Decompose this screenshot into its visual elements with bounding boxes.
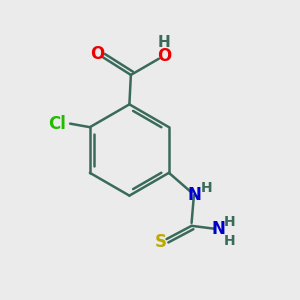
Text: N: N <box>187 186 201 204</box>
Text: N: N <box>211 220 225 238</box>
Text: H: H <box>224 215 236 229</box>
Text: H: H <box>158 35 170 50</box>
Text: H: H <box>224 234 236 248</box>
Text: H: H <box>200 182 212 195</box>
Text: S: S <box>155 233 167 251</box>
Text: O: O <box>157 47 171 65</box>
Text: Cl: Cl <box>49 115 66 133</box>
Text: O: O <box>91 45 105 63</box>
